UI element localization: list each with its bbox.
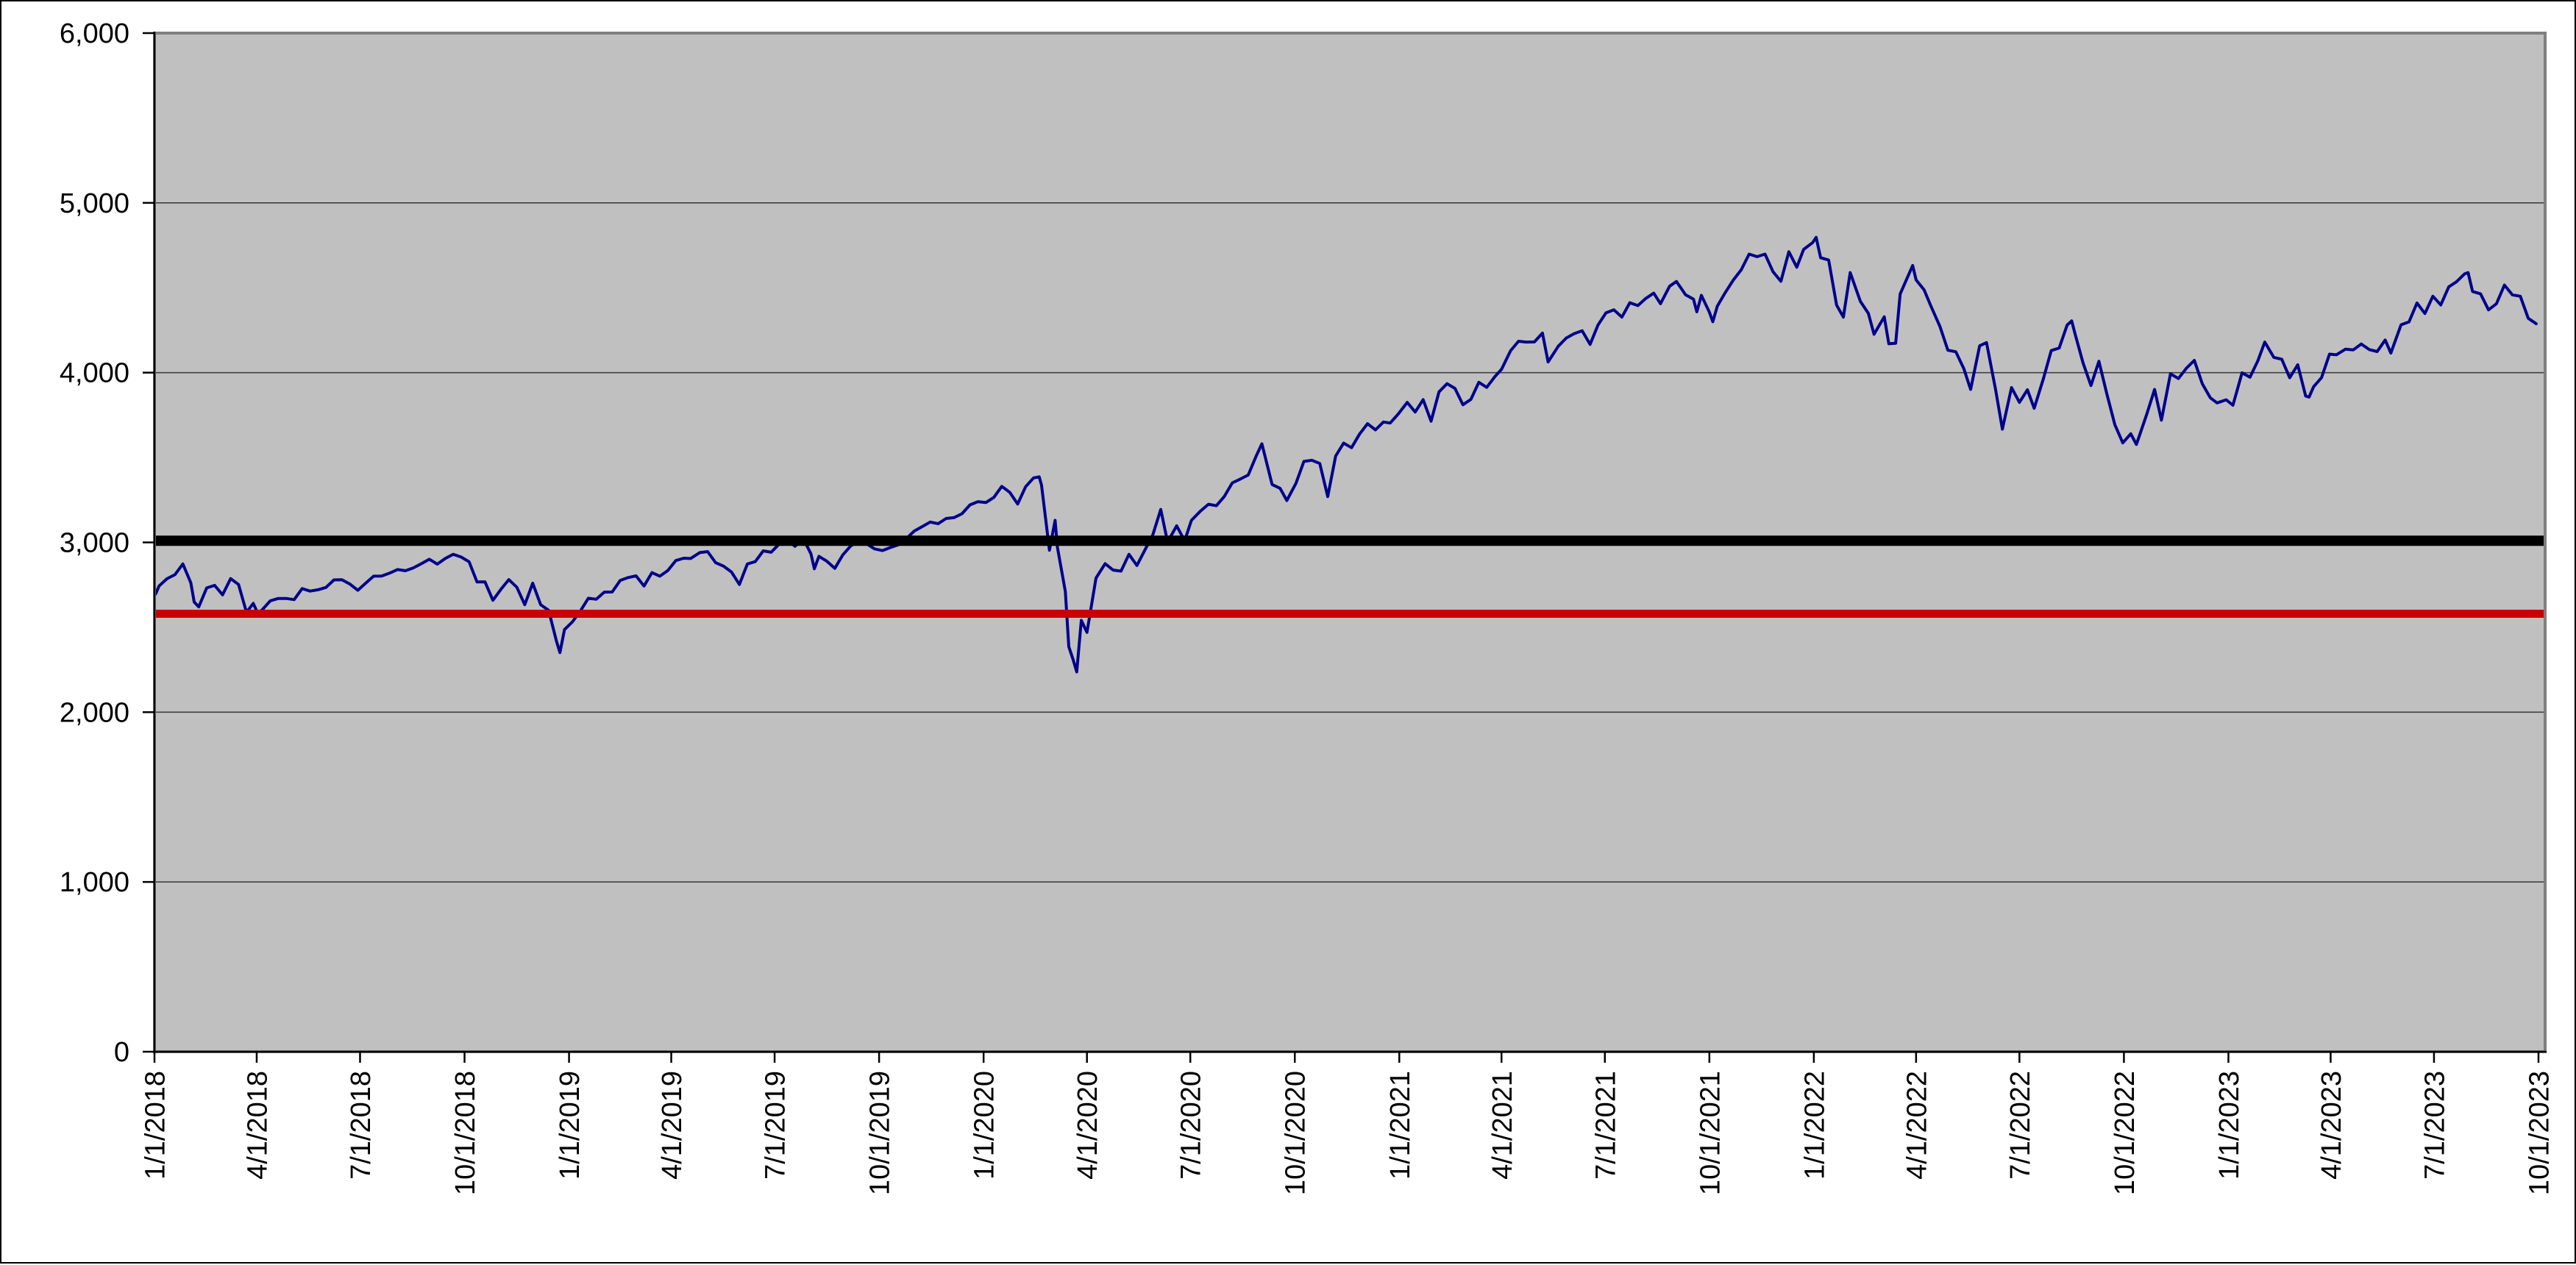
x-axis-tick-label: 10/1/2018 (450, 1071, 481, 1195)
x-axis-tick-label: 10/1/2020 (1281, 1071, 1312, 1195)
price-series-line (154, 235, 2538, 674)
x-axis-tick-label: 1/1/2023 (2214, 1071, 2245, 1180)
x-axis-tick-label: 4/1/2021 (1487, 1071, 1518, 1180)
y-axis-tick-label: 0 (114, 1037, 129, 1068)
x-axis-tick-label: 7/1/2022 (2005, 1071, 2036, 1180)
y-axis-tick-label: 2,000 (60, 697, 129, 728)
y-axis-tick-label: 6,000 (60, 18, 129, 49)
y-axis-tick-label: 4,000 (60, 358, 129, 389)
x-axis-tick-label: 4/1/2019 (657, 1071, 688, 1180)
x-axis-tick-label: 10/1/2022 (2110, 1071, 2141, 1195)
x-axis-tick-label: 4/1/2022 (1901, 1071, 1932, 1180)
x-axis-tick-label: 7/1/2023 (2419, 1071, 2450, 1180)
x-axis-tick-label: 1/1/2021 (1385, 1071, 1416, 1180)
x-axis-tick-label: 4/1/2023 (2316, 1071, 2347, 1180)
x-axis-tick-label: 1/1/2022 (1799, 1071, 1830, 1180)
y-axis-tick-label: 5,000 (60, 188, 129, 219)
x-axis-tick-label: 1/1/2018 (140, 1071, 171, 1180)
x-axis-tick-label: 1/1/2019 (555, 1071, 586, 1180)
y-axis-tick-label: 1,000 (60, 867, 129, 898)
y-axis-tick-label: 3,000 (60, 528, 129, 559)
x-axis-tick-label: 10/1/2021 (1695, 1071, 1726, 1195)
x-axis-tick-label: 1/1/2020 (969, 1071, 1000, 1180)
x-axis-tick-label: 7/1/2020 (1176, 1071, 1207, 1180)
x-axis-tick-label: 4/1/2020 (1072, 1071, 1103, 1180)
x-axis-tick-label: 7/1/2021 (1590, 1071, 1621, 1180)
x-axis-tick-label: 10/1/2019 (865, 1071, 896, 1195)
x-axis-tick-label: 4/1/2018 (242, 1071, 273, 1180)
x-axis-tick-label: 7/1/2018 (346, 1071, 377, 1180)
x-axis-tick-label: 7/1/2019 (761, 1071, 791, 1180)
x-axis-tick-label: 10/1/2023 (2525, 1071, 2555, 1195)
